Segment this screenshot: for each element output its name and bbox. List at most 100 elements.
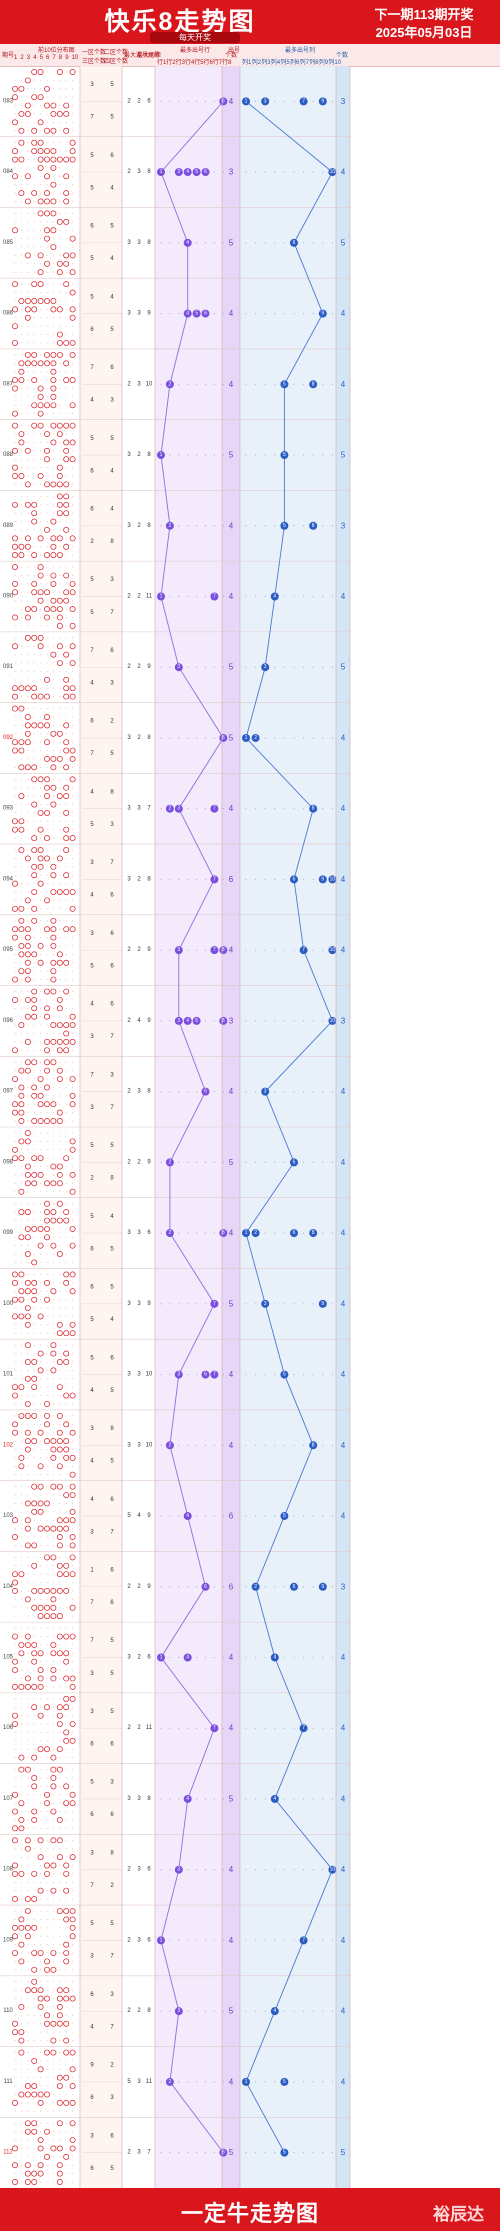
dist-ball	[31, 693, 38, 700]
dist-dot	[52, 1307, 54, 1309]
dist-dot	[65, 1827, 67, 1829]
dist-dot	[52, 795, 54, 797]
dist-ball	[24, 2120, 31, 2127]
col-grid-dot	[264, 312, 266, 315]
dist-dot	[52, 1661, 54, 1663]
dist-ball	[69, 2120, 76, 2127]
dist-ball	[31, 360, 38, 367]
dist-dot	[27, 2068, 29, 2070]
row-ball	[219, 1229, 228, 1238]
dist-dot	[27, 1607, 29, 1609]
tail-sum: 9	[147, 1301, 151, 1307]
dist-ball	[24, 730, 31, 737]
zone3-count: 7	[90, 751, 94, 757]
dist-dot	[72, 1282, 74, 1284]
dist-dot	[52, 433, 54, 435]
dist-ball	[69, 351, 76, 358]
dist-dot	[40, 1253, 42, 1255]
dist-ball	[69, 1138, 76, 1145]
dist-dot	[59, 1927, 61, 1929]
dist-ball	[69, 306, 76, 313]
dist-dot	[52, 283, 54, 285]
row-ball	[210, 804, 219, 813]
dist-dot	[65, 1465, 67, 1467]
dist-dot	[14, 991, 16, 993]
dist-ball	[24, 535, 31, 542]
dist-ball	[44, 1067, 50, 1074]
dist-dot	[72, 2040, 74, 2042]
dist-ball	[44, 260, 50, 267]
dist-dot	[40, 317, 42, 319]
col-grid-dot	[255, 1020, 257, 1022]
row-grid-dot	[213, 2010, 215, 2012]
dist-dot	[27, 1120, 29, 1122]
dist-dot	[52, 812, 54, 814]
dist-dot	[20, 1723, 22, 1725]
max-gap: 3	[137, 1937, 141, 1943]
col-grid-dot	[255, 1939, 257, 1942]
dist-dot	[33, 175, 35, 177]
dist-ball	[56, 660, 63, 666]
dist-ball	[24, 1130, 31, 1136]
row-grid-dot	[169, 1798, 171, 1800]
row-ball-label: 3	[177, 1867, 180, 1873]
dist-ball	[56, 481, 63, 488]
dist-dot	[40, 1448, 42, 1450]
dist-dot	[46, 953, 48, 955]
zone3-count: 6	[90, 1246, 94, 1252]
dist-ball	[31, 69, 38, 75]
dist-dot	[20, 1432, 22, 1434]
dist-dot	[20, 1785, 22, 1787]
dist-ball	[31, 2120, 38, 2127]
dist-ball	[56, 606, 63, 613]
dist-dot	[40, 654, 42, 656]
dist-dot	[65, 820, 67, 822]
row-grid-dot	[222, 1869, 224, 1871]
col-grid-dot	[293, 312, 295, 315]
dist-dot	[20, 1740, 22, 1742]
dist-dot	[33, 263, 35, 265]
dist-dot	[65, 1344, 67, 1346]
dist-dot	[20, 2156, 22, 2158]
row-ball	[219, 97, 228, 106]
dist-dot	[72, 937, 74, 939]
row-grid-dot	[222, 1656, 224, 1659]
dist-dot	[33, 1698, 35, 1700]
dist-dot	[72, 829, 74, 831]
dist-dot	[59, 2068, 61, 2070]
col-grid-dot	[283, 242, 285, 244]
dist-ball	[69, 643, 76, 650]
dist-dot	[20, 1228, 22, 1230]
dist-dot	[65, 396, 67, 398]
row-grid-dot	[213, 454, 215, 456]
dist-ball	[44, 1400, 50, 1407]
dist-dot	[59, 1149, 61, 1151]
dist-ball	[50, 535, 57, 542]
row-ball	[165, 380, 174, 389]
dist-dot	[27, 2156, 29, 2158]
row-grid-dot	[178, 242, 180, 244]
col-ball-label: 1	[245, 1230, 248, 1236]
dist-dot	[20, 962, 22, 964]
dist-dot	[72, 1590, 74, 1592]
dist-dot	[27, 820, 29, 822]
dist-dot	[27, 1960, 29, 1962]
dist-dot	[65, 1132, 67, 1134]
dist-ball	[37, 1092, 44, 1099]
dist-ball	[37, 269, 44, 276]
dist-dot	[14, 1706, 16, 1708]
dist-dot	[14, 1353, 16, 1355]
col-grid-dot	[303, 878, 305, 881]
col-grid-dot	[264, 808, 266, 810]
dist-dot	[40, 1918, 42, 1920]
period-label: 111	[3, 2079, 13, 2085]
dist-dot	[33, 1740, 35, 1742]
dist-dot	[33, 899, 35, 901]
zone1-count: 5	[90, 1143, 94, 1149]
row-ball-label: 5	[195, 169, 198, 175]
dist-dot	[33, 1041, 35, 1043]
dist-dot	[59, 2131, 61, 2133]
row-grid-dot	[169, 1303, 171, 1305]
dist-dot	[65, 467, 67, 469]
row-grid-dot	[160, 737, 162, 739]
